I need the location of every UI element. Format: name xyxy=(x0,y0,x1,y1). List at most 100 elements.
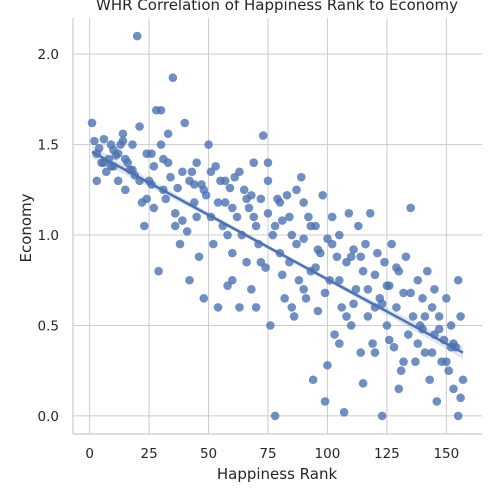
y-tick-labels: 0.0 0.5 1.0 1.5 2.0 xyxy=(38,47,59,425)
data-point xyxy=(289,312,299,321)
data-point xyxy=(235,303,244,312)
data-point xyxy=(294,275,304,285)
data-point xyxy=(228,275,237,285)
data-point xyxy=(304,212,313,222)
data-point xyxy=(128,140,137,149)
data-point xyxy=(225,183,235,193)
data-point xyxy=(370,348,380,357)
data-point xyxy=(382,321,392,330)
data-point xyxy=(406,203,415,213)
data-point xyxy=(256,194,266,204)
data-point xyxy=(90,136,99,146)
data-point xyxy=(327,239,337,249)
data-point xyxy=(118,129,128,139)
data-point xyxy=(142,194,152,204)
data-point xyxy=(346,252,356,262)
data-point xyxy=(182,227,192,236)
data-point xyxy=(384,335,394,345)
data-point xyxy=(442,357,451,366)
data-point xyxy=(247,285,256,294)
data-point xyxy=(337,303,347,312)
data-point xyxy=(430,285,439,294)
data-point xyxy=(396,366,406,375)
data-point xyxy=(418,294,427,303)
data-point xyxy=(287,230,297,240)
data-point xyxy=(420,312,430,321)
data-point xyxy=(270,221,280,231)
x-tick-label: 150 xyxy=(433,446,459,462)
scatter-points xyxy=(87,31,468,421)
data-point xyxy=(106,140,116,149)
data-point xyxy=(118,136,128,146)
data-point xyxy=(358,379,368,388)
data-point xyxy=(456,312,465,321)
data-point xyxy=(420,348,430,357)
data-point xyxy=(213,303,223,312)
y-tick-label: 2.0 xyxy=(38,47,59,63)
data-point xyxy=(194,252,204,262)
data-point xyxy=(308,375,318,385)
data-point xyxy=(354,221,363,231)
data-point xyxy=(449,384,458,394)
data-point xyxy=(87,118,97,128)
data-point xyxy=(232,212,242,222)
data-point xyxy=(427,348,437,357)
data-point xyxy=(189,180,199,189)
data-point xyxy=(434,312,444,321)
data-point xyxy=(335,275,344,285)
x-tick-label: 0 xyxy=(85,446,94,462)
data-point xyxy=(270,411,280,421)
data-point xyxy=(292,185,301,195)
data-point xyxy=(349,245,358,254)
data-point xyxy=(349,299,358,309)
data-point xyxy=(335,339,344,348)
x-axis-label: Happiness Rank xyxy=(217,465,338,483)
data-point xyxy=(373,248,382,258)
x-tick-label: 125 xyxy=(374,446,400,462)
data-point xyxy=(399,357,408,366)
y-tick-label: 0.5 xyxy=(38,318,59,334)
data-point xyxy=(208,239,218,249)
axis-spines xyxy=(72,18,482,435)
x-tick-label: 75 xyxy=(259,446,276,462)
data-point xyxy=(335,230,344,240)
data-point xyxy=(358,266,368,276)
data-point xyxy=(147,149,156,158)
data-point xyxy=(249,158,259,167)
data-point xyxy=(313,245,323,254)
data-point xyxy=(180,118,190,128)
data-point xyxy=(277,270,287,280)
data-point xyxy=(178,216,187,225)
data-point xyxy=(285,212,294,222)
data-point xyxy=(370,270,380,280)
data-point xyxy=(239,185,249,195)
data-point xyxy=(280,294,289,303)
y-axis-label: Economy xyxy=(17,193,35,262)
data-point xyxy=(365,209,375,218)
data-point xyxy=(121,154,130,164)
data-point xyxy=(220,176,230,186)
data-point xyxy=(263,176,273,186)
data-point xyxy=(247,190,256,200)
data-point xyxy=(320,288,330,298)
data-point xyxy=(282,190,292,200)
data-point xyxy=(275,198,285,207)
data-point xyxy=(442,294,451,303)
data-point xyxy=(306,221,316,231)
data-point xyxy=(140,221,149,231)
data-point xyxy=(387,239,396,249)
data-point xyxy=(403,330,413,339)
x-tick-label: 100 xyxy=(315,446,341,462)
data-point xyxy=(453,411,463,421)
data-point xyxy=(299,285,308,294)
data-point xyxy=(311,263,320,272)
data-point xyxy=(258,131,268,140)
data-point xyxy=(401,252,411,262)
data-point xyxy=(263,209,273,218)
data-point xyxy=(256,257,266,267)
data-point xyxy=(392,263,401,272)
data-point xyxy=(277,216,287,225)
data-point xyxy=(361,239,370,249)
data-point xyxy=(220,198,230,207)
